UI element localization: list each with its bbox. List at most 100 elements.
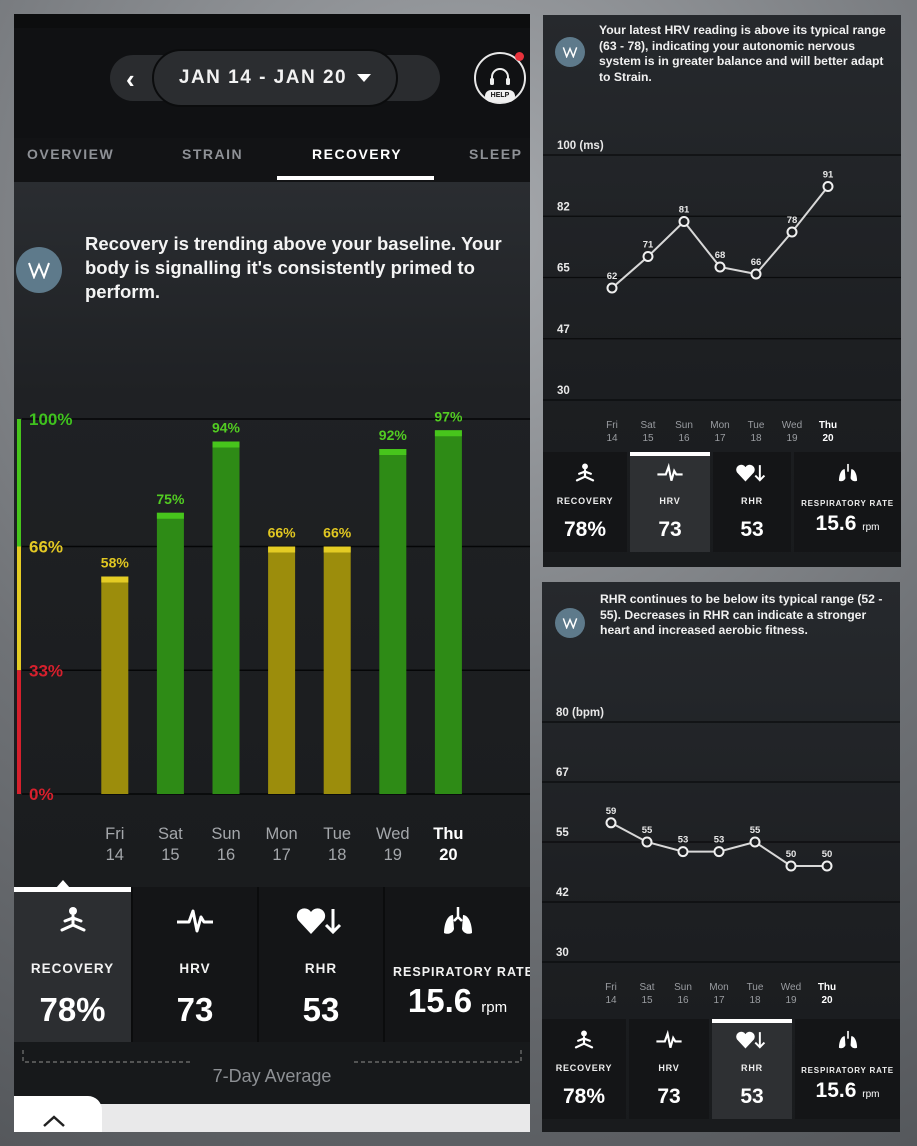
help-label: HELP xyxy=(485,90,515,102)
heart-down-arrow-icon xyxy=(712,1029,792,1051)
metric-value: 15.6 rpm xyxy=(795,1079,900,1103)
metric-card-respiratory-rate[interactable]: RESPIRATORY RATE 15.6 rpm xyxy=(794,452,901,552)
data-label: 66 xyxy=(751,257,762,268)
x-tick-day: Tue xyxy=(323,825,351,843)
data-label: 50 xyxy=(786,849,797,860)
y-tick-label: 100 (ms) xyxy=(557,140,604,152)
tab-sleep[interactable]: SLEEP xyxy=(469,146,523,162)
metric-label: RECOVERY xyxy=(556,496,614,506)
x-tick-date: 20 xyxy=(821,995,833,1006)
data-label: 50 xyxy=(822,849,833,860)
recovery-bar-chart: 100% 66% 33% 0% 58% Fri 14 75% Sat 15 94% Sun 16 66% M… xyxy=(17,408,530,864)
metric-card-rhr[interactable]: RHR 53 xyxy=(259,887,383,1042)
meditation-person-icon xyxy=(542,1029,626,1051)
metric-card-rhr[interactable]: RHR 53 xyxy=(713,452,791,552)
respiratory-unit: rpm xyxy=(862,1089,880,1100)
selected-metric-indicator xyxy=(630,452,710,456)
metric-card-hrv[interactable]: HRV 73 xyxy=(629,1019,709,1119)
x-tick-day: Sun xyxy=(675,420,693,431)
metric-label: RESPIRATORY RATE xyxy=(801,499,894,508)
metric-label: RHR xyxy=(741,1063,763,1073)
data-point xyxy=(677,846,689,858)
bar-cap xyxy=(434,430,462,437)
headset-icon xyxy=(490,68,510,85)
metric-card-respiratory-rate[interactable]: RESPIRATORY RATE 15.6 rpm xyxy=(385,887,530,1042)
data-point xyxy=(641,836,653,848)
rhr-line-chart: 80 (bpm) 67 55 42 30 59 Fri 14 55 Sat 15 53 Sun 16 53 M… xyxy=(542,707,900,1006)
x-tick-day: Sat xyxy=(158,825,183,843)
x-tick-date: 19 xyxy=(785,995,797,1006)
heart-down-arrow-icon xyxy=(259,905,383,937)
x-tick-day: Sat xyxy=(639,982,654,993)
heartbeat-pulse-icon xyxy=(133,905,257,935)
metric-value: 73 xyxy=(176,991,214,1028)
lungs-icon xyxy=(795,1029,900,1051)
metric-value: 78% xyxy=(39,991,106,1028)
metric-label: RHR xyxy=(741,496,763,506)
heartbeat-pulse-icon xyxy=(630,462,710,484)
recovery-screen: ‹ JAN 14 - JAN 20 HELP OVERVIEW STRAIN R… xyxy=(14,14,530,1132)
metric-card-hrv[interactable]: HRV 73 xyxy=(133,887,257,1042)
data-point xyxy=(714,261,726,273)
y-tick-label: 67 xyxy=(556,767,569,779)
x-tick-day: Wed xyxy=(376,825,410,843)
bar-value-label: 92% xyxy=(379,427,408,443)
whoop-logo-icon xyxy=(555,608,585,638)
bar xyxy=(156,512,184,794)
tab-recovery[interactable]: RECOVERY xyxy=(312,146,403,162)
bar xyxy=(101,576,129,794)
metric-value: 53 xyxy=(740,1085,764,1108)
x-tick-day: Sun xyxy=(674,982,692,993)
nav-home-tab[interactable] xyxy=(14,1096,102,1132)
help-button[interactable] xyxy=(474,52,526,104)
x-tick-day: Fri xyxy=(605,982,617,993)
x-tick-date: 15 xyxy=(161,846,179,864)
y-tick-label: 30 xyxy=(556,947,569,959)
x-tick-day: Sat xyxy=(640,420,655,431)
metric-card-recovery[interactable]: RECOVERY 78% xyxy=(14,887,131,1042)
metric-label: RESPIRATORY RATE xyxy=(801,1066,894,1075)
bar-cap xyxy=(323,546,351,553)
divider xyxy=(383,887,385,1042)
x-tick-date: 20 xyxy=(822,433,834,444)
metric-card-recovery[interactable]: RECOVERY 78% xyxy=(542,1019,626,1119)
recovery-insight-text: Recovery is trending above your baseline… xyxy=(85,233,502,302)
respiratory-value: 15.6 xyxy=(407,982,473,1019)
metric-value: 78% xyxy=(563,518,607,541)
metric-card-recovery[interactable]: RECOVERY 78% xyxy=(543,452,627,552)
seven-day-bracket xyxy=(22,1050,522,1063)
date-range-selector[interactable]: JAN 14 - JAN 20 xyxy=(152,49,398,107)
bar-cap xyxy=(379,449,407,455)
meditation-person-icon xyxy=(543,462,627,484)
data-label: 55 xyxy=(750,825,761,836)
bar-value-label: 75% xyxy=(156,491,185,507)
metric-value: 53 xyxy=(302,991,340,1028)
metric-cards: RECOVERY 78% HRV 73 RHR 53 RESPIRATORY R… xyxy=(14,887,530,1042)
bar-value-label: 66% xyxy=(268,525,297,541)
data-label: 81 xyxy=(679,205,690,216)
heart-down-arrow-icon xyxy=(713,462,791,484)
chevron-left-icon[interactable]: ‹ xyxy=(126,64,135,94)
caret-down-icon xyxy=(357,74,372,82)
hrv-screen: Your latest HRV reading is above its typ… xyxy=(543,15,901,567)
data-label: 53 xyxy=(678,835,689,846)
metric-card-rhr[interactable]: RHR 53 xyxy=(712,1019,792,1119)
selected-metric-indicator xyxy=(14,887,131,892)
x-tick-date: 16 xyxy=(217,846,235,864)
tab-overview[interactable]: OVERVIEW xyxy=(27,146,115,162)
x-tick-date: 16 xyxy=(677,995,689,1006)
metric-card-hrv[interactable]: HRV 73 xyxy=(630,452,710,552)
data-point xyxy=(750,268,762,280)
metric-card-respiratory-rate[interactable]: RESPIRATORY RATE 15.6 rpm xyxy=(795,1019,900,1119)
tab-strain[interactable]: STRAIN xyxy=(182,146,244,162)
selected-metric-indicator xyxy=(712,1019,792,1023)
data-point xyxy=(642,251,654,262)
metric-label: HRV xyxy=(659,496,681,506)
home-icon xyxy=(43,1115,65,1127)
bar xyxy=(434,430,462,794)
y-tick-label: 0% xyxy=(29,785,54,804)
data-label: 59 xyxy=(606,806,617,817)
x-tick-date: 19 xyxy=(384,846,402,864)
y-tick-label: 82 xyxy=(557,201,570,213)
data-label: 71 xyxy=(643,240,654,251)
